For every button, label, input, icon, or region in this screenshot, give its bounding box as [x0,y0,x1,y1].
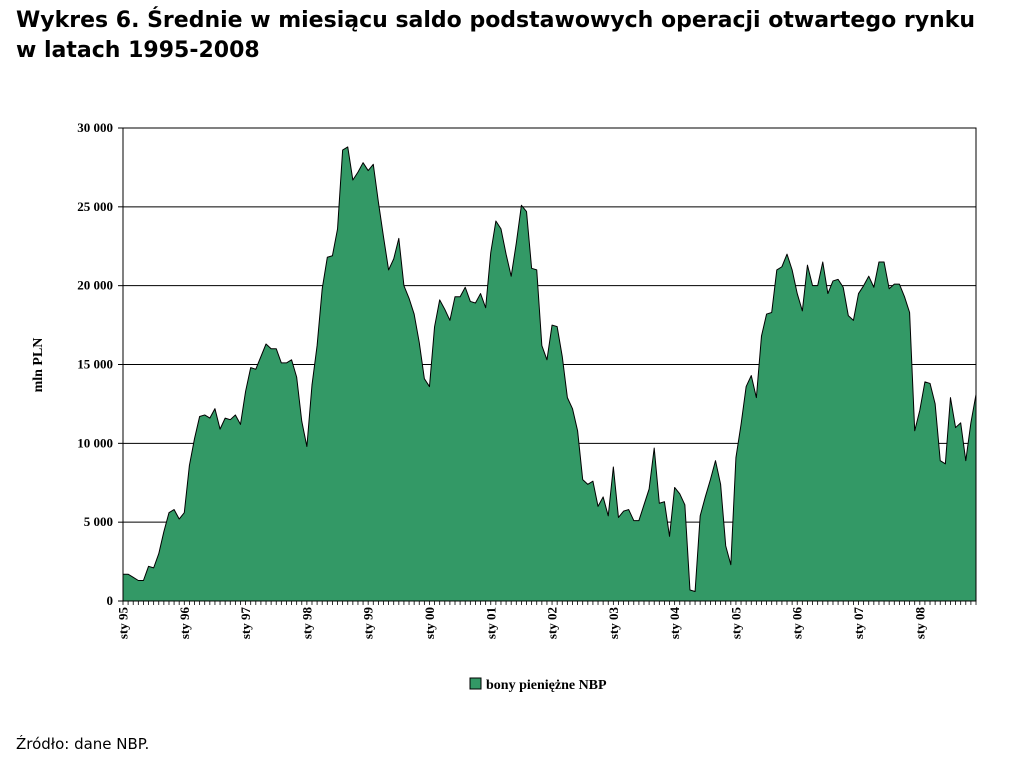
y-tick-label: 10 000 [77,435,113,450]
area-chart: 0 5 000 10 000 15 000 20 000 25 000 30 000 sty… [31,120,977,693]
x-tick-label: sty 97 [238,607,253,640]
x-tick-label: sty 00 [422,607,437,639]
y-tick-label: 30 000 [77,120,113,135]
source-note: Źródło: dane NBP. [16,735,150,753]
y-tick-label: 15 000 [77,357,113,372]
y-tick-label: 25 000 [77,199,113,214]
y-tick-label: 0 [107,593,114,608]
y-tick-label: 5 000 [84,514,113,529]
series-area-layer [122,146,977,602]
legend-label: bony pieniężne NBP [486,678,607,693]
series-area [122,146,977,602]
x-tick-label: sty 95 [116,607,131,640]
x-tick-label: sty 02 [545,607,560,639]
x-tick-label: sty 99 [361,607,376,640]
x-tick-label: sty 05 [728,607,743,640]
x-axis-ticks: sty 95 sty 96 sty 97 sty 98 sty 99 sty 00 sty … [116,601,977,639]
y-tick-label: 20 000 [77,278,113,293]
x-tick-label: sty 96 [177,607,192,640]
y-axis-ticks: 0 5 000 10 000 15 000 20 000 25 000 30 000 [77,120,123,608]
chart-title-line1: Wykres 6. Średnie w miesiącu saldo podst… [16,8,975,33]
chart-title: Wykres 6. Średnie w miesiącu saldo podst… [16,6,1024,66]
chart-title-line2: w latach 1995-2008 [16,38,260,63]
y-axis-label: mln PLN [31,338,46,393]
legend: bony pieniężne NBP [469,677,607,693]
x-tick-label: sty 08 [912,607,927,640]
x-tick-label: sty 98 [299,607,314,640]
x-tick-label: sty 07 [851,607,866,640]
x-tick-label: sty 06 [790,607,805,640]
x-tick-label: sty 01 [483,607,498,639]
legend-swatch [469,677,482,690]
x-tick-label: sty 04 [667,607,682,640]
x-tick-label: sty 03 [606,607,621,640]
